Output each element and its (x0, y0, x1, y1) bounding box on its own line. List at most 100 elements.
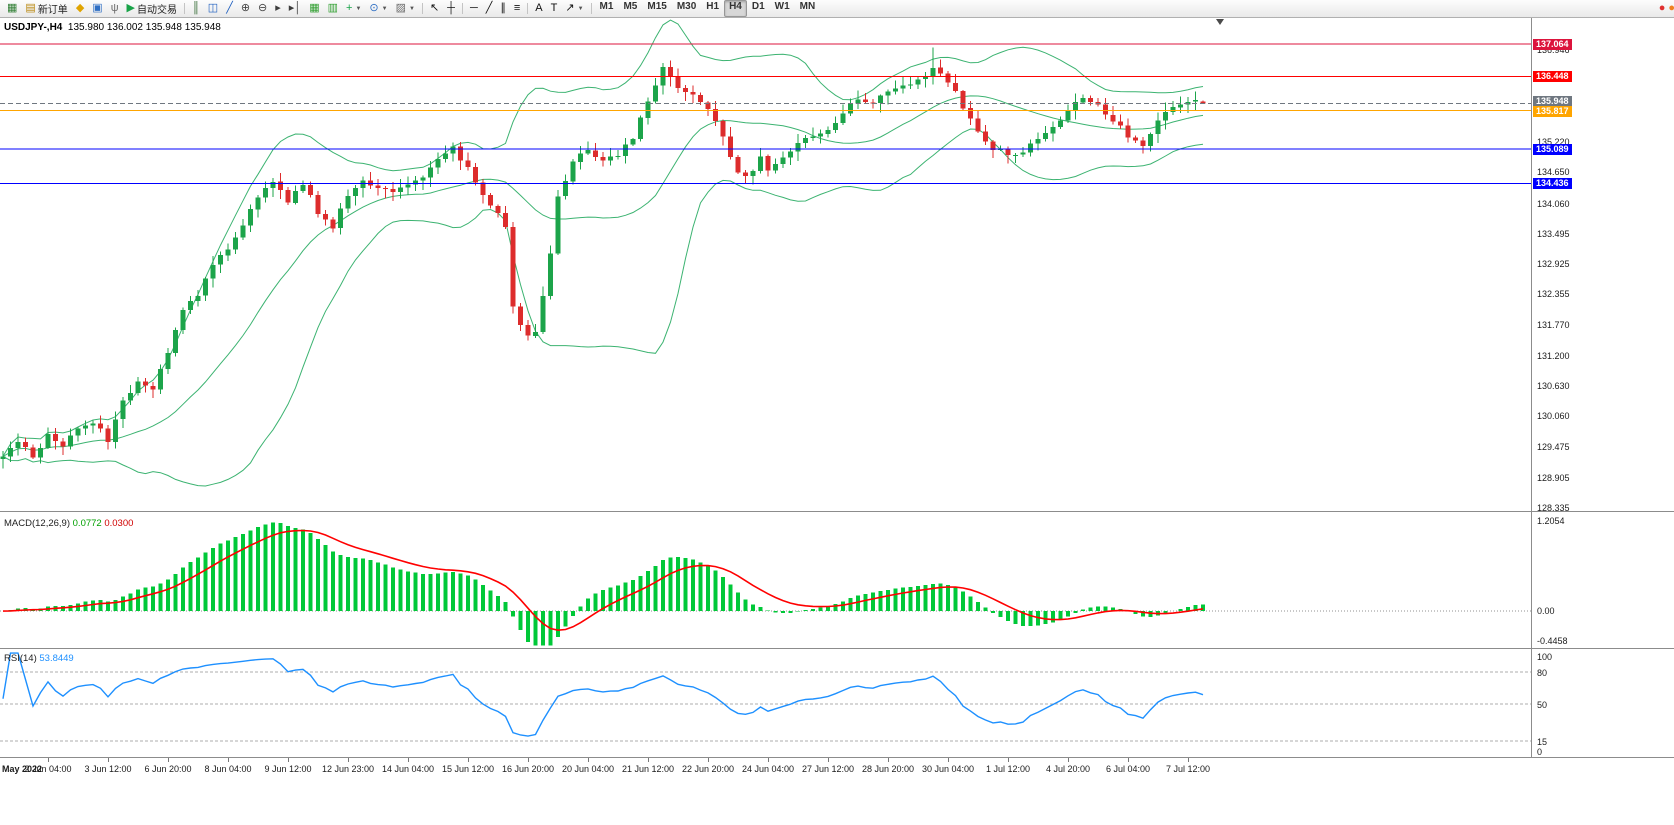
time-axis-tick (228, 758, 229, 762)
fibonacci-icon-glyph: ≡ (513, 2, 521, 14)
zoom-out-icon[interactable]: ⊖ (254, 0, 271, 17)
time-axis-tick (888, 758, 889, 762)
price-axis-label: 132.355 (1537, 289, 1570, 300)
toolbar-separator (590, 3, 592, 14)
new-chart-icon[interactable]: ▦ (3, 0, 21, 17)
candlestick-chart-icon-glyph: ◫ (207, 2, 219, 14)
panel-separator-main-macd[interactable] (0, 511, 1674, 512)
timeframe-H4[interactable]: H4 (724, 0, 747, 17)
alert-icon[interactable]: ● (1658, 2, 1666, 14)
bar-chart-icon[interactable]: ║ (188, 0, 204, 17)
autotrading-icon: ▶ (126, 2, 135, 14)
time-axis-tick (588, 758, 589, 762)
time-axis-label: 6 Jul 04:00 (1105, 764, 1151, 774)
text-label-icon[interactable]: T (547, 0, 562, 17)
trendline-icon[interactable]: ╱ (482, 0, 497, 17)
cursor-icon-glyph: ↖ (429, 2, 440, 14)
price-tag-136.448[interactable]: 136.448 (1533, 71, 1572, 83)
fibonacci-icon[interactable]: ≡ (510, 0, 524, 17)
price-tag-134.436[interactable]: 134.436 (1533, 178, 1572, 190)
chart-shift-marker[interactable] (1216, 19, 1224, 25)
macd-canvas[interactable] (0, 514, 1531, 647)
symbol-ohlc: 135.980 136.002 135.948 135.948 (67, 22, 221, 33)
indicator-list-icon-glyph: ▥ (327, 2, 339, 14)
macd-histogram (8, 522, 1205, 646)
add-indicator-icon-glyph: + (346, 2, 353, 14)
time-axis-tick (1068, 758, 1069, 762)
time-axis-label: 2 Jun 04:00 (24, 764, 72, 774)
time-axis-tick (108, 758, 109, 762)
bar-chart-icon-glyph: ║ (192, 2, 200, 14)
zoom-in-icon[interactable]: ⊕ (237, 0, 254, 17)
timeframe-M30[interactable]: M30 (676, 1, 697, 12)
rsi-axis-label: 100 (1537, 652, 1553, 662)
candlestick-chart-icon[interactable]: ◫ (204, 0, 222, 17)
rsi-label: RSI(14) 53.8449 (4, 653, 74, 664)
chart-shift-icon[interactable]: ▸│ (285, 0, 305, 17)
time-axis-label: 21 Jun 12:00 (621, 764, 675, 774)
timeframe-M5[interactable]: M5 (623, 1, 638, 12)
text-icon[interactable]: A (531, 0, 546, 17)
macd-axis-label: 0.00 (1537, 606, 1555, 617)
macd-signal-line (2, 529, 1204, 632)
new-chart-icon-glyph: ▦ (7, 2, 18, 14)
price-tag-135.948[interactable]: 135.948 (1533, 96, 1572, 108)
timeframe-M15[interactable]: M15 (647, 1, 667, 12)
price-tag-137.064[interactable]: 137.064 (1533, 38, 1572, 50)
rsi-canvas[interactable] (0, 651, 1531, 757)
time-axis-label: 14 Jun 04:00 (381, 764, 435, 774)
crosshair-icon-glyph: ┼ (447, 2, 455, 14)
horizontal-line-icon[interactable]: ─ (466, 0, 482, 17)
timeframe-H1[interactable]: H1 (706, 1, 720, 12)
record-icon[interactable]: ● (1668, 2, 1674, 14)
time-axis-tick (948, 758, 949, 762)
horizontal-line-icon-glyph: ─ (469, 2, 478, 14)
macd-axis-label: -0.4458 (1537, 636, 1568, 646)
time-axis-tick (1188, 758, 1189, 762)
time-axis[interactable]: May 2022 2 Jun 04:00 3 Jun 12:00 6 Jun 20:0… (0, 758, 1531, 780)
cursor-icon[interactable]: ↖ (426, 0, 443, 17)
panel-separator-macd-rsi[interactable] (0, 648, 1674, 649)
macd-label: MACD(12,26,9) 0.0772 0.0300 (4, 518, 133, 529)
price-tag-135.817[interactable]: 135.817 (1533, 106, 1572, 118)
time-axis-label: May 2022 (2, 764, 43, 774)
text-icon-glyph: A (535, 2, 543, 14)
community-icon[interactable]: ψ (107, 0, 123, 17)
time-axis-tick (48, 758, 49, 762)
price-axis[interactable]: 136.946 135.220 134.650 134.060 133.495 132.9… (1531, 17, 1674, 758)
time-axis-label: 8 Jun 04:00 (204, 764, 252, 774)
auto-scroll-icon-glyph: ▸ (275, 2, 281, 14)
templates-icon[interactable]: ▨ ▼ (392, 0, 419, 17)
new-order-button[interactable]: ▤ 新订单 (21, 0, 71, 17)
grid-icon[interactable]: ▦ (305, 0, 323, 17)
channel-icon[interactable]: ∥ (496, 0, 510, 17)
line-chart-icon[interactable]: ╱ (222, 0, 237, 17)
zoom-out-icon-glyph: ⊖ (258, 2, 268, 14)
indicator-list-icon[interactable]: ▥ (324, 0, 342, 17)
toolbar-separator (184, 3, 185, 14)
metaeditor-icon[interactable]: ◆ (72, 0, 88, 17)
period-icon[interactable]: ⊙ ▼ (365, 0, 391, 17)
timeframe-D1[interactable]: D1 (751, 1, 765, 12)
arrows-icon[interactable]: ↗ ▼ (561, 0, 587, 17)
line-chart-icon-glyph: ╱ (226, 2, 233, 14)
timeframe-W1[interactable]: W1 (774, 1, 790, 12)
main-chart-canvas[interactable] (0, 17, 1531, 511)
zoom-in-icon-glyph: ⊕ (240, 2, 251, 14)
time-axis-tick (708, 758, 709, 762)
terminal-icon[interactable]: ▣ (88, 0, 106, 17)
rsi-axis-label: 15 (1537, 736, 1548, 747)
templates-icon-glyph: ▨ (395, 2, 406, 14)
dropdown-arrow-icon: ▼ (355, 5, 362, 12)
price-axis-label: 133.495 (1537, 228, 1570, 239)
timeframe-MN[interactable]: MN (799, 1, 816, 12)
auto-scroll-icon[interactable]: ▸ (271, 0, 285, 17)
add-indicator-icon[interactable]: + ▼ (342, 0, 365, 17)
timeframe-M1[interactable]: M1 (599, 1, 614, 12)
rsi-value: 53.8449 (39, 653, 74, 664)
autotrading-button[interactable]: ▶ 自动交易 (123, 0, 181, 17)
time-axis-tick (768, 758, 769, 762)
price-tag-135.089[interactable]: 135.089 (1533, 143, 1572, 155)
time-axis-label: 6 Jun 20:00 (144, 764, 192, 774)
crosshair-icon[interactable]: ┼ (443, 0, 459, 17)
